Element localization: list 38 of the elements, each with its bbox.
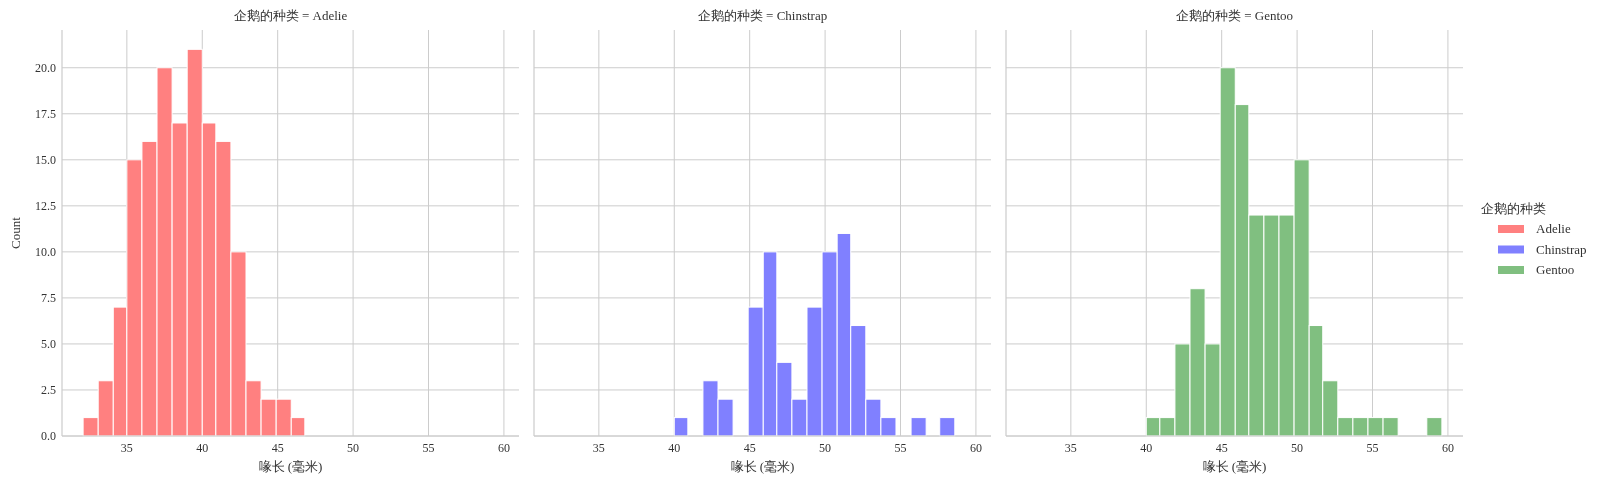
x-tick-label: 50 xyxy=(347,441,360,455)
x-tick-label: 50 xyxy=(1291,441,1304,455)
x-tick-label: 35 xyxy=(1064,441,1077,455)
x-axis-title: 喙长 (毫米) xyxy=(258,459,323,474)
y-tick-label: 7.5 xyxy=(41,290,56,305)
y-tick-label: 0.0 xyxy=(41,429,56,443)
x-tick-label: 45 xyxy=(743,441,756,455)
x-tick-label: 50 xyxy=(819,441,832,455)
legend-label: Chinstrap xyxy=(1536,241,1587,257)
x-tick-label: 60 xyxy=(1441,441,1454,455)
legend-title: 企鹅的种类 xyxy=(1480,201,1546,216)
chart-title: 企鹅的种类 = Gentoo xyxy=(1175,8,1294,23)
x-tick-label: 45 xyxy=(271,441,284,455)
y-tick-label: 20.0 xyxy=(35,60,56,75)
y-tick-label: 15.0 xyxy=(35,152,56,167)
x-tick-label: 40 xyxy=(196,441,209,455)
y-tick-label: 17.5 xyxy=(35,106,56,121)
y-tick-label: 5.0 xyxy=(41,336,56,351)
legend-label: Gentoo xyxy=(1536,262,1575,277)
x-tick-label: 45 xyxy=(1215,441,1228,455)
y-tick-label: 10.0 xyxy=(35,244,56,259)
x-tick-label: 55 xyxy=(894,441,907,455)
x-tick-label: 40 xyxy=(668,441,681,455)
x-tick-label: 35 xyxy=(120,441,133,455)
y-axis-title: Count xyxy=(8,216,23,249)
legend-label: Adelie xyxy=(1536,221,1571,236)
x-tick-label: 35 xyxy=(592,441,605,455)
x-tick-label: 55 xyxy=(1366,441,1379,455)
y-tick-label: 2.5 xyxy=(41,382,56,397)
y-tick-label: 12.5 xyxy=(35,198,56,213)
x-tick-label: 60 xyxy=(497,441,510,455)
chart-title: 企鹅的种类 = Adelie xyxy=(233,8,348,23)
x-axis-title: 喙长 (毫米) xyxy=(730,459,795,474)
chart-title: 企鹅的种类 = Chinstrap xyxy=(697,8,828,23)
x-tick-label: 60 xyxy=(969,441,982,455)
x-tick-label: 40 xyxy=(1140,441,1153,455)
x-tick-label: 55 xyxy=(422,441,435,455)
x-axis-title: 喙长 (毫米) xyxy=(1202,459,1267,474)
